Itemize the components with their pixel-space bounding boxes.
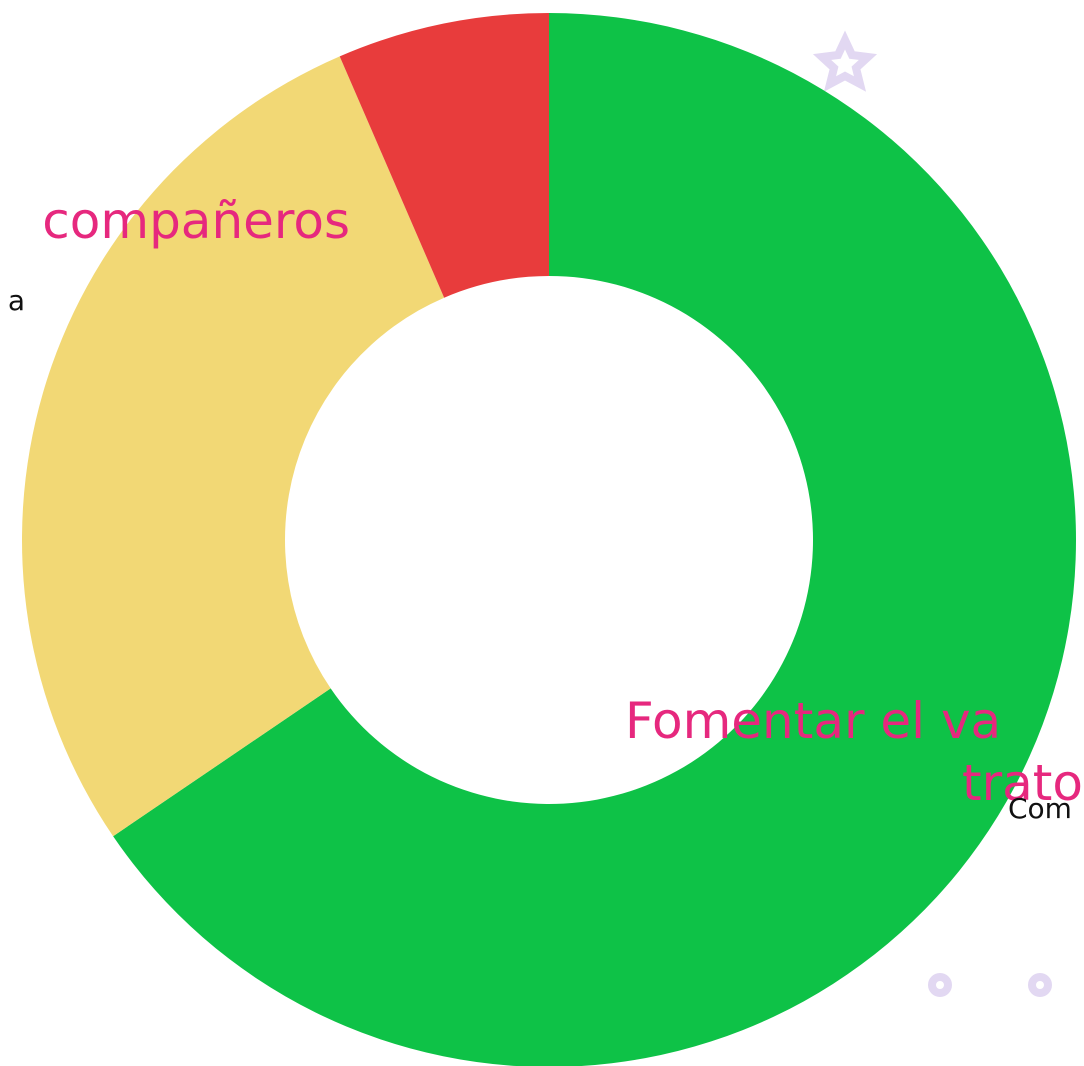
decorations (812, 30, 1052, 997)
slice (21, 56, 445, 837)
heading: trato (962, 754, 1083, 812)
body-text: a (8, 284, 25, 317)
body-text: Com (1008, 792, 1072, 825)
slice (339, 12, 549, 298)
donut (21, 12, 1076, 1066)
slice (113, 13, 1076, 1066)
heading: Fomentar el va (625, 692, 1001, 750)
dot-icon (928, 973, 952, 997)
text-layer: compañeros a Fomentar el va trato Com (8, 192, 1083, 825)
star-icon (812, 30, 878, 92)
dot-icon (1028, 973, 1052, 997)
heading: compañeros (42, 192, 350, 250)
